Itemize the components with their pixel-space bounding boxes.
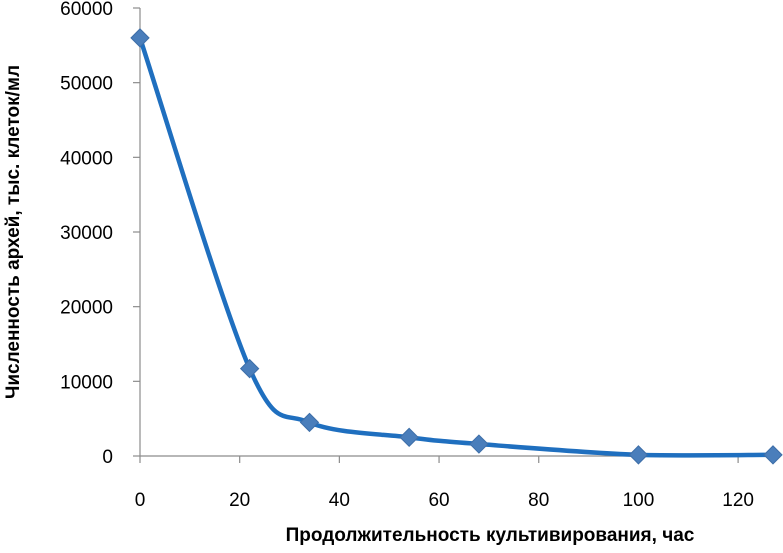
y-tick-label: 20000	[60, 298, 113, 319]
x-tick-label: 120	[722, 490, 754, 511]
x-tick-label: 80	[528, 490, 549, 511]
y-axis-title: Численность архей, тыс. клеток/мл	[3, 65, 24, 399]
data-point	[399, 427, 419, 448]
data-point	[239, 358, 260, 379]
x-tick-label: 40	[329, 490, 350, 511]
x-axis-ticks: 0 20 40 60 80 100 120	[135, 456, 754, 511]
data-point	[469, 434, 489, 454]
y-tick-label: 0	[102, 447, 113, 468]
x-tick-label: 20	[229, 490, 250, 511]
x-tick-label: 0	[135, 490, 146, 511]
x-tick-label: 100	[623, 490, 655, 511]
data-point	[763, 445, 783, 465]
x-tick-label: 60	[428, 490, 449, 511]
data-markers	[130, 28, 783, 465]
data-point	[628, 445, 649, 465]
x-axis-title: Продолжительность культивирования, час	[286, 525, 695, 546]
y-axis-ticks: 0 10000 20000 30000 40000 50000 60000	[60, 0, 140, 468]
y-tick-label: 50000	[60, 74, 113, 95]
y-tick-label: 60000	[60, 0, 113, 20]
y-tick-label: 40000	[60, 148, 113, 169]
y-tick-label: 10000	[60, 372, 113, 393]
data-point	[299, 412, 320, 433]
series-line	[137, 35, 776, 458]
y-tick-label: 30000	[60, 223, 113, 244]
data-point	[130, 28, 150, 48]
